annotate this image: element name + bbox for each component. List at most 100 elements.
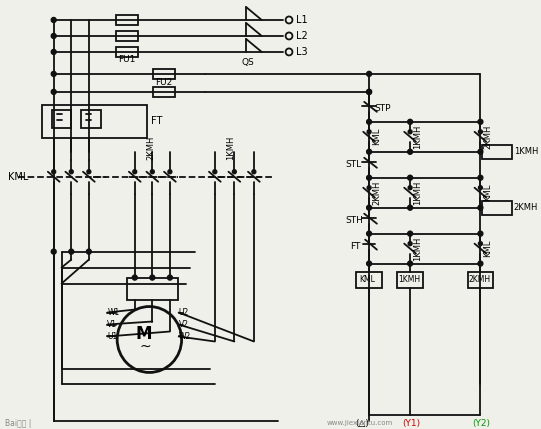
Bar [153, 69, 175, 79]
Circle shape [478, 186, 483, 190]
Text: U1: U1 [108, 332, 117, 341]
Text: FU1: FU1 [118, 55, 136, 64]
Text: 2KMH: 2KMH [483, 124, 492, 149]
Bar [153, 87, 175, 97]
Circle shape [168, 275, 173, 280]
Circle shape [51, 71, 56, 76]
Text: 1KMH: 1KMH [398, 275, 420, 284]
Circle shape [367, 186, 371, 190]
Circle shape [233, 170, 236, 174]
Circle shape [87, 249, 91, 254]
Circle shape [150, 170, 154, 174]
Circle shape [408, 261, 413, 266]
Circle shape [133, 170, 137, 174]
Circle shape [408, 231, 413, 236]
Bar [127, 278, 177, 299]
Text: FT: FT [351, 242, 361, 251]
Circle shape [478, 119, 483, 124]
Text: 1KMH: 1KMH [413, 124, 422, 149]
Text: V2: V2 [179, 320, 189, 329]
Text: 2KMH: 2KMH [513, 203, 538, 212]
Text: STH: STH [346, 216, 364, 225]
Circle shape [478, 205, 483, 210]
Text: FT: FT [151, 116, 163, 126]
Text: STL: STL [346, 160, 362, 169]
Circle shape [367, 261, 372, 266]
Circle shape [367, 175, 372, 180]
Circle shape [367, 149, 372, 154]
Circle shape [478, 149, 483, 154]
Circle shape [478, 175, 483, 180]
Text: KML: KML [483, 184, 492, 201]
Text: 2KMH: 2KMH [147, 136, 155, 160]
Text: V1: V1 [108, 320, 117, 329]
Text: L3: L3 [296, 47, 307, 57]
Bar [116, 47, 137, 57]
Circle shape [367, 71, 372, 76]
Text: STP: STP [374, 104, 391, 113]
Circle shape [367, 119, 372, 124]
Bar [116, 15, 137, 25]
Bar [398, 272, 423, 287]
Text: KML: KML [483, 240, 492, 257]
Text: KML: KML [8, 172, 28, 182]
Bar [116, 31, 137, 41]
Text: (Y1): (Y1) [403, 419, 420, 428]
Circle shape [52, 170, 56, 174]
Bar [52, 110, 71, 128]
Bar [357, 272, 382, 287]
Circle shape [213, 170, 217, 174]
Circle shape [69, 170, 73, 174]
Circle shape [252, 170, 256, 174]
Text: W1: W1 [108, 308, 120, 317]
Text: 1KMH: 1KMH [513, 147, 538, 156]
Text: 2KMH: 2KMH [469, 275, 491, 284]
Circle shape [367, 130, 371, 134]
Circle shape [478, 130, 483, 134]
Circle shape [51, 49, 56, 54]
Bar [483, 145, 512, 159]
Circle shape [168, 170, 172, 174]
Circle shape [51, 249, 56, 254]
Text: 1KMH: 1KMH [413, 236, 422, 261]
Text: KML: KML [359, 275, 375, 284]
Circle shape [87, 170, 91, 174]
Bar [42, 105, 148, 138]
Text: 2KMH: 2KMH [372, 181, 381, 205]
Circle shape [478, 231, 483, 236]
Circle shape [408, 205, 413, 210]
Text: 1KMH: 1KMH [227, 136, 235, 160]
Circle shape [367, 231, 372, 236]
Text: L2: L2 [296, 31, 308, 41]
Circle shape [367, 205, 372, 210]
Text: www.jiexiantu.com: www.jiexiantu.com [327, 420, 393, 426]
Circle shape [408, 119, 413, 124]
Circle shape [367, 89, 372, 94]
Text: QS: QS [241, 58, 254, 67]
Circle shape [408, 130, 412, 134]
Circle shape [69, 249, 74, 254]
Text: M: M [135, 326, 152, 344]
Circle shape [367, 89, 372, 94]
Bar [468, 272, 493, 287]
Bar [81, 110, 101, 128]
Circle shape [408, 186, 412, 190]
Circle shape [408, 242, 412, 246]
Text: KML: KML [372, 128, 381, 145]
Circle shape [478, 261, 483, 266]
Circle shape [408, 175, 413, 180]
Circle shape [51, 18, 56, 22]
Text: L1: L1 [296, 15, 307, 25]
Text: ~: ~ [140, 339, 151, 353]
Circle shape [408, 149, 413, 154]
Circle shape [478, 242, 483, 246]
Text: U2: U2 [179, 308, 189, 317]
Text: 1KMH: 1KMH [413, 181, 422, 205]
Text: W2: W2 [179, 332, 191, 341]
Bar [483, 201, 512, 214]
Text: (Y2): (Y2) [473, 419, 491, 428]
Circle shape [133, 275, 137, 280]
Circle shape [51, 33, 56, 39]
Circle shape [150, 275, 155, 280]
Text: (△): (△) [355, 419, 370, 428]
